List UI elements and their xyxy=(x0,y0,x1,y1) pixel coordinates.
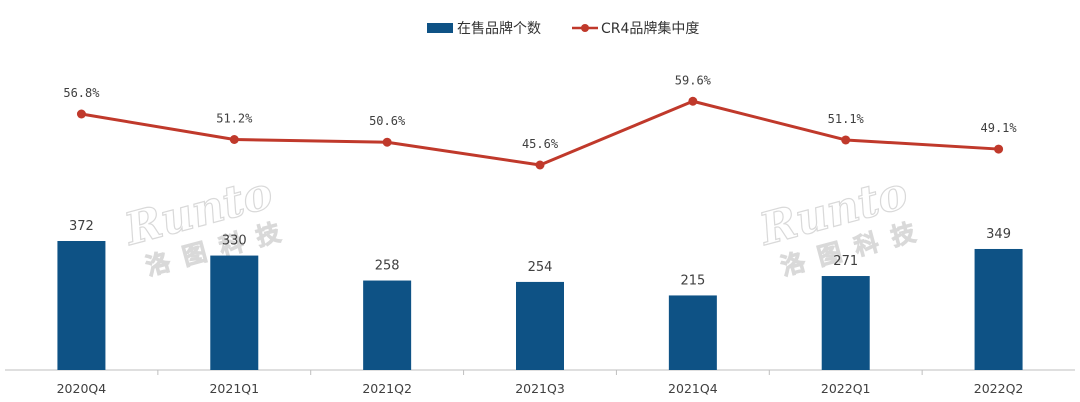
bar-2021Q4 xyxy=(668,295,717,370)
line-label-2020Q4: 56.8% xyxy=(63,86,100,100)
bar-labels: 372 330 258 254 215 271 349 xyxy=(69,219,1011,288)
bar-label-2021Q3: 254 xyxy=(528,260,553,275)
bar-2020Q4 xyxy=(57,241,106,370)
line-label-2021Q2: 50.6% xyxy=(369,114,406,128)
legend-label-line: CR4品牌集中度 xyxy=(601,20,699,37)
bar-2021Q3 xyxy=(516,281,564,370)
line-label-2022Q1: 51.1% xyxy=(828,112,865,126)
bar-2021Q1 xyxy=(210,255,259,370)
line-point-2021Q2 xyxy=(382,137,392,147)
x-tick-label: 2021Q1 xyxy=(209,381,259,396)
line-point-2022Q1 xyxy=(841,135,851,145)
line-label-2022Q2: 49.1% xyxy=(981,121,1018,135)
legend-swatch-marker xyxy=(581,24,589,32)
x-tick-label: 2022Q2 xyxy=(974,381,1024,396)
x-tick-label: 2021Q4 xyxy=(668,381,718,396)
line-point-2022Q2 xyxy=(994,144,1004,154)
x-tick-label: 2022Q1 xyxy=(821,381,871,396)
bar-label-2021Q4: 215 xyxy=(680,273,705,288)
line-label-2021Q1: 51.2% xyxy=(216,112,253,126)
legend: 在售品牌个数 CR4品牌集中度 xyxy=(427,20,699,37)
x-tick-label: 2021Q2 xyxy=(362,381,412,396)
line-point-2021Q4 xyxy=(688,96,698,106)
bar-label-2021Q1: 330 xyxy=(222,234,247,249)
line-point-2020Q4 xyxy=(76,109,86,119)
line-label-2021Q3: 45.6% xyxy=(522,137,559,151)
line-point-2021Q3 xyxy=(535,160,545,170)
bar-label-2022Q1: 271 xyxy=(833,254,858,269)
line-point-2021Q1 xyxy=(229,135,239,144)
bar-2022Q2 xyxy=(974,248,1023,370)
legend-swatch-bar xyxy=(427,23,453,33)
bar-label-2022Q2: 349 xyxy=(986,227,1011,242)
x-tick-label: 2020Q4 xyxy=(57,381,107,396)
bar-2021Q2 xyxy=(363,280,412,370)
bar-label-2020Q4: 372 xyxy=(69,219,94,234)
x-ticks: 2020Q4 2021Q1 2021Q2 2021Q3 2021Q4 2022Q1 2022… xyxy=(57,370,1024,396)
line-series xyxy=(76,96,1004,170)
legend-label-bar: 在售品牌个数 xyxy=(457,20,541,37)
watermark-left: Runto 洛图科技 xyxy=(117,167,297,282)
line-label-2021Q4: 59.6% xyxy=(675,73,712,87)
bar-series xyxy=(57,241,1023,370)
x-tick-label: 2021Q3 xyxy=(515,381,565,396)
bar-label-2021Q2: 258 xyxy=(375,259,400,274)
line-labels: 56.8% 51.2% 50.6% 45.6% 59.6% 51.1% 49.1% xyxy=(63,73,1017,151)
bar-2022Q1 xyxy=(821,276,870,370)
